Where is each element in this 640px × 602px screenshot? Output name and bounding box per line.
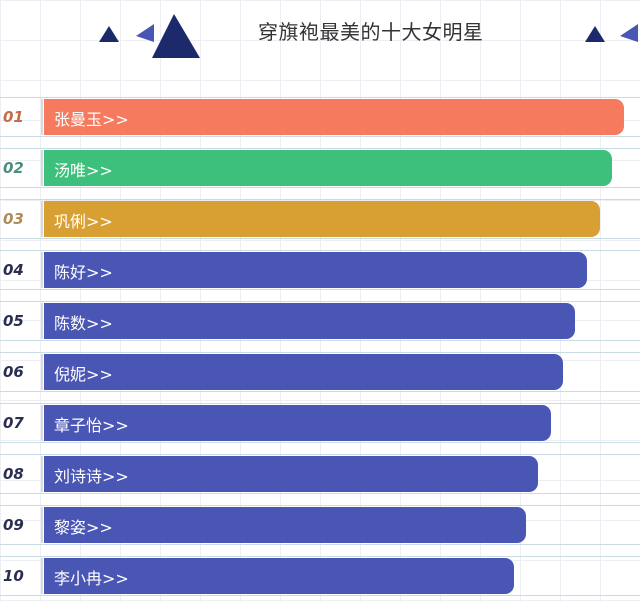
row-divider: [0, 442, 640, 443]
rank-number: 10: [3, 567, 24, 585]
chart-title: 穿旗袍最美的十大女明星: [258, 20, 484, 44]
bar: 陈数>>: [44, 303, 576, 339]
bar-label: 章子怡>>: [54, 416, 129, 435]
row-divider: [0, 340, 640, 341]
chart-header: 穿旗袍最美的十大女明星: [0, 0, 640, 70]
row-divider: [0, 403, 640, 404]
rank-separator: [41, 354, 43, 390]
bar: 张曼玉>>: [44, 99, 624, 135]
bar-label: 巩俐>>: [54, 212, 113, 231]
bar: 汤唯>>: [44, 150, 612, 186]
rank-separator: [41, 252, 43, 288]
triangle-icon: [99, 26, 119, 42]
row-divider: [0, 454, 640, 455]
bar-label: 黎姿>>: [54, 518, 113, 537]
row-divider: [0, 289, 640, 290]
rank-number: 02: [3, 159, 24, 177]
rank-separator: [41, 456, 43, 492]
rank-separator: [41, 150, 43, 186]
rank-number: 05: [3, 312, 24, 330]
bar-label: 陈数>>: [54, 314, 113, 333]
row-divider: [0, 187, 640, 188]
row-divider: [0, 556, 640, 557]
row-divider: [0, 544, 640, 545]
row-divider: [0, 136, 640, 137]
rank-separator: [41, 405, 43, 441]
bar-label: 李小冉>>: [54, 569, 129, 588]
rank-separator: [41, 303, 43, 339]
row-divider: [0, 238, 640, 239]
triangle-icon: [620, 24, 638, 42]
rank-number: 06: [3, 363, 24, 381]
rank-number: 09: [3, 516, 24, 534]
triangle-icon: [152, 14, 200, 58]
triangle-icon: [585, 26, 605, 42]
rank-number: 01: [3, 108, 24, 126]
bar: 章子怡>>: [44, 405, 551, 441]
rank-number: 03: [3, 210, 24, 228]
rank-number: 04: [3, 261, 24, 279]
bar: 李小冉>>: [44, 558, 514, 594]
row-divider: [0, 301, 640, 302]
bar-label: 刘诗诗>>: [54, 467, 129, 486]
rank-number: 07: [3, 414, 24, 432]
rank-number: 08: [3, 465, 24, 483]
bar: 巩俐>>: [44, 201, 600, 237]
rank-separator: [41, 201, 43, 237]
bar: 刘诗诗>>: [44, 456, 539, 492]
bar: 倪妮>>: [44, 354, 563, 390]
row-divider: [0, 148, 640, 149]
rank-separator: [41, 558, 43, 594]
triangle-icon: [136, 24, 154, 42]
rank-separator: [41, 99, 43, 135]
bar-label: 陈好>>: [54, 263, 113, 282]
row-divider: [0, 97, 640, 98]
row-divider: [0, 391, 640, 392]
row-divider: [0, 595, 640, 596]
bar: 黎姿>>: [44, 507, 527, 543]
bar-label: 倪妮>>: [54, 365, 113, 384]
row-divider: [0, 250, 640, 251]
row-divider: [0, 505, 640, 506]
row-divider: [0, 352, 640, 353]
rank-separator: [41, 507, 43, 543]
bar: 陈好>>: [44, 252, 588, 288]
row-divider: [0, 493, 640, 494]
bar-label: 汤唯>>: [54, 161, 113, 180]
row-divider: [0, 199, 640, 200]
bar-label: 张曼玉>>: [54, 110, 129, 129]
